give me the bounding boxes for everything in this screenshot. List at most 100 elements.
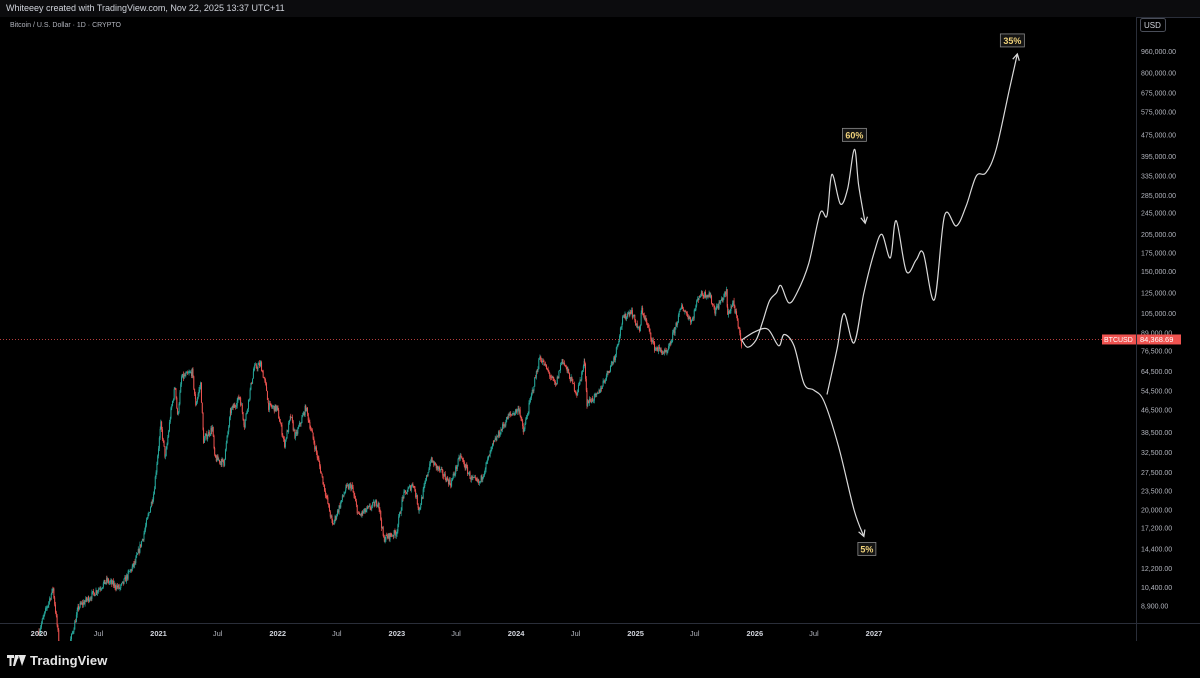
candle [509, 411, 511, 416]
candle [156, 461, 158, 475]
candle [544, 363, 546, 366]
time-axis[interactable]: 2020 Jul 2021 Jul 2022 Jul 2023 Jul 2024 Jul 2025 J… [31, 629, 883, 638]
candle [126, 574, 128, 581]
candle [261, 360, 263, 372]
candle [325, 492, 327, 499]
candle [701, 290, 703, 296]
candle [340, 500, 342, 509]
projection-path[interactable]: 35% [826, 33, 1025, 395]
price-axis[interactable]: 960,000.00 800,000.00 675,000.00 575,000.00… [1141, 49, 1176, 610]
candle [278, 408, 280, 419]
candle [137, 546, 139, 554]
time-tick-label: 2024 [508, 629, 526, 638]
candle [725, 291, 727, 298]
candle [631, 307, 633, 315]
candle [526, 414, 528, 420]
candle [196, 396, 198, 404]
candle [122, 581, 124, 586]
candle [175, 388, 177, 400]
candle [329, 510, 331, 519]
candle [367, 505, 369, 509]
candle [493, 439, 495, 443]
candle [496, 434, 498, 441]
last-price-badge: BTCUSD 84,368.69 [1102, 334, 1181, 345]
candle [658, 344, 660, 355]
price-chart[interactable]: Bitcoin / U.S. Dollar · 1D · CRYPTO USD … [0, 17, 1200, 677]
candle [328, 503, 330, 512]
candle [659, 347, 661, 353]
candle [664, 347, 666, 354]
candle [56, 614, 58, 628]
candle [347, 482, 349, 487]
projection-label-text: 5% [860, 545, 873, 555]
candle [645, 315, 647, 323]
price-tick-label: 76,500.00 [1141, 349, 1172, 356]
candle [657, 346, 659, 352]
candle [476, 476, 478, 483]
projection-label-text: 60% [845, 131, 863, 141]
candle [610, 360, 612, 368]
candle [437, 465, 439, 472]
candle [469, 470, 471, 480]
projection-label[interactable]: 60% [842, 127, 867, 142]
candle [623, 314, 625, 319]
projection-path[interactable]: 60% [741, 127, 869, 348]
candle [502, 422, 504, 433]
candle [134, 558, 136, 565]
candle [635, 319, 637, 326]
candle [539, 354, 541, 359]
price-tick-label: 125,000.00 [1141, 290, 1176, 297]
candle [93, 592, 95, 597]
candle [117, 584, 119, 590]
candle [600, 385, 602, 393]
candle [276, 406, 278, 410]
candle [567, 366, 569, 374]
candle [457, 457, 459, 467]
candle [255, 362, 257, 366]
projection-label[interactable]: 5% [857, 542, 877, 556]
candle [609, 365, 611, 373]
candle [39, 628, 41, 637]
candle [44, 611, 46, 617]
candle [431, 457, 433, 463]
candle [641, 305, 643, 315]
projection-paths[interactable]: 60% 5% 35% [741, 33, 1025, 556]
candle [563, 362, 565, 365]
candle [48, 601, 50, 608]
tradingview-logo[interactable]: TradingView [7, 652, 107, 668]
candle [290, 413, 292, 420]
time-tick-label: 2027 [866, 629, 883, 638]
candle [258, 361, 260, 365]
candle [363, 508, 365, 514]
candle [558, 370, 560, 379]
candle [738, 326, 740, 329]
chart-area[interactable]: Bitcoin / U.S. Dollar · 1D · CRYPTO USD … [0, 17, 1200, 677]
candle [564, 360, 566, 367]
candle [94, 594, 96, 597]
candle [483, 470, 485, 478]
candle [643, 312, 645, 320]
candle [569, 377, 571, 383]
candle [148, 511, 150, 517]
candle [489, 450, 491, 458]
candle [287, 429, 289, 432]
candle [40, 625, 42, 633]
candle [173, 387, 175, 401]
candle [450, 483, 452, 489]
candle [667, 349, 669, 354]
candle [327, 494, 329, 505]
projection-label[interactable]: 35% [999, 33, 1025, 48]
projection-path[interactable]: 5% [741, 327, 877, 556]
currency-button[interactable]: USD [1140, 18, 1166, 32]
candle [725, 286, 727, 297]
candle [288, 420, 290, 434]
candle [106, 575, 108, 585]
candle [322, 476, 324, 485]
candle [336, 508, 338, 517]
candle [430, 459, 432, 467]
candle [386, 532, 388, 536]
candle [543, 359, 545, 366]
price-tick-label: 105,000.00 [1141, 311, 1176, 318]
candle [596, 391, 598, 394]
candle [396, 529, 398, 537]
